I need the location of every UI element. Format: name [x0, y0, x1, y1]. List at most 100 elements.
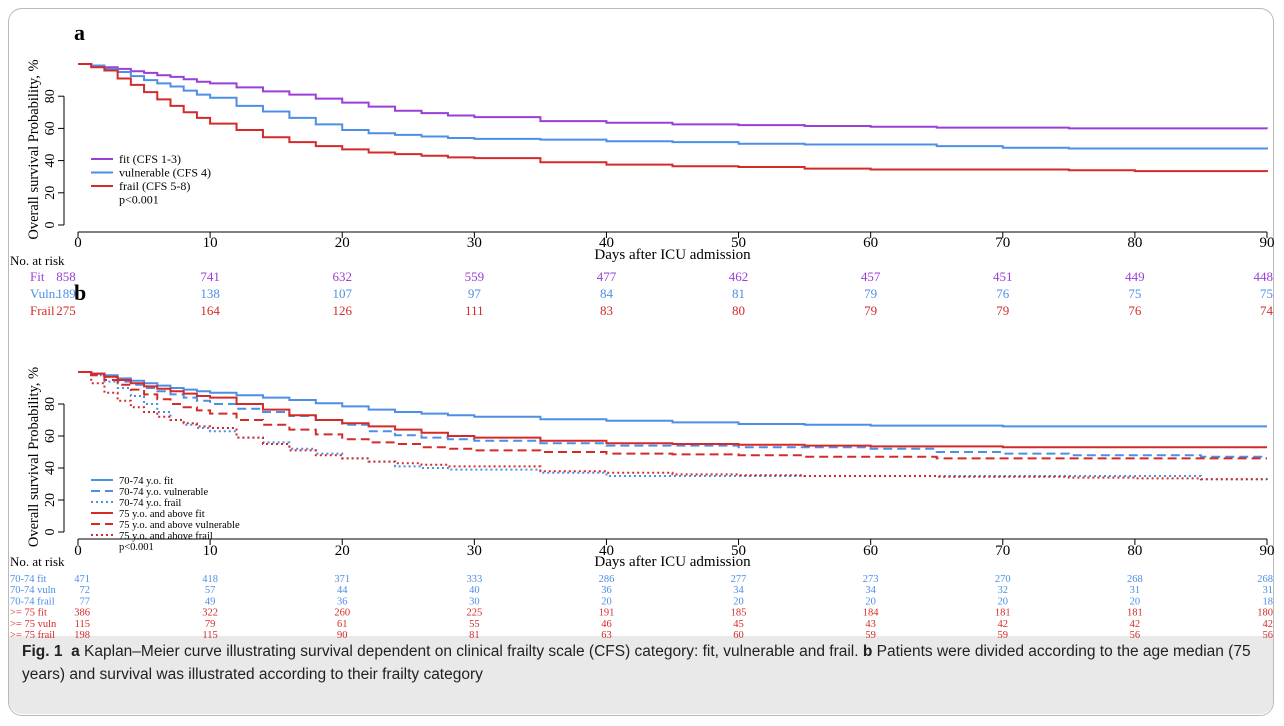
- x-tick-label: 20: [335, 543, 350, 559]
- risk-value: 371: [334, 574, 350, 585]
- y-tick-label: 0: [43, 529, 58, 536]
- risk-value: 181: [1127, 608, 1143, 619]
- risk-value: 79: [864, 303, 877, 318]
- risk-value: 111: [465, 303, 484, 318]
- risk-value: 471: [74, 574, 90, 585]
- risk-value: 81: [732, 286, 745, 301]
- risk-value: 477: [597, 269, 617, 284]
- caption-band: [9, 636, 1273, 714]
- panel-letter-a: a: [74, 20, 85, 45]
- risk-value: 107: [332, 286, 352, 301]
- legend-label: frail (CFS 5-8): [119, 179, 190, 193]
- risk-value: 322: [202, 608, 218, 619]
- x-tick-label: 80: [1127, 235, 1142, 251]
- risk-value: 115: [202, 630, 217, 641]
- risk-value: 46: [601, 619, 612, 630]
- risk-value: 260: [334, 608, 350, 619]
- legend-label: 70-74 y.o. frail: [119, 498, 181, 509]
- x-tick-label: 20: [335, 235, 350, 251]
- risk-value: 180: [1257, 608, 1273, 619]
- x-axis-label: Days after ICU admission: [594, 247, 751, 263]
- x-tick-label: 30: [467, 235, 482, 251]
- risk-value: 18: [1263, 596, 1274, 607]
- y-tick-label: 0: [43, 222, 58, 229]
- risk-value: 43: [865, 619, 876, 630]
- y-tick-label: 20: [43, 493, 58, 507]
- risk-value: 559: [465, 269, 485, 284]
- risk-value: 138: [200, 286, 220, 301]
- risk-value: 42: [998, 619, 1009, 630]
- caption-fig-label: Fig. 1: [22, 643, 63, 660]
- legend-label: 75 y.o. and above vulnerable: [119, 520, 240, 531]
- risk-table-header: No. at risk: [10, 554, 65, 569]
- y-tick-label: 80: [43, 89, 58, 103]
- legend-label: 70-74 y.o. fit: [119, 476, 173, 487]
- risk-value: 56: [1130, 630, 1141, 641]
- x-tick-label: 0: [74, 543, 82, 559]
- risk-value: 75: [1128, 286, 1141, 301]
- risk-value: 56: [1263, 630, 1274, 641]
- y-tick-label: 40: [43, 461, 58, 475]
- km-curve-5: [78, 371, 1267, 460]
- x-tick-label: 10: [203, 235, 218, 251]
- risk-value: 81: [469, 630, 480, 641]
- x-tick-label: 60: [863, 543, 878, 559]
- risk-value: 126: [332, 303, 352, 318]
- risk-value: 198: [74, 630, 90, 641]
- risk-value: 184: [863, 608, 880, 619]
- x-tick-label: 40: [599, 543, 614, 559]
- risk-value: 20: [865, 596, 876, 607]
- risk-value: 36: [601, 585, 612, 596]
- legend-label: vulnerable (CFS 4): [119, 166, 211, 180]
- risk-value: 20: [1130, 596, 1141, 607]
- km-curve-2: [78, 63, 1268, 150]
- risk-value: 31: [1263, 585, 1274, 596]
- risk-value: 40: [469, 585, 480, 596]
- risk-value: 79: [205, 619, 216, 630]
- km-curve-6: [78, 371, 1267, 481]
- risk-value: 32: [998, 585, 1009, 596]
- risk-row-label: 70-74 fit: [10, 574, 47, 585]
- risk-value: 59: [865, 630, 876, 641]
- risk-row-label: Vuln.: [30, 286, 58, 301]
- risk-value: 49: [205, 596, 216, 607]
- risk-row-label: >= 75 frail: [10, 630, 55, 641]
- risk-value: 386: [74, 608, 90, 619]
- risk-row-label: Frail: [30, 303, 55, 318]
- x-tick-label: 10: [203, 543, 218, 559]
- risk-value: 97: [468, 286, 482, 301]
- risk-value: 164: [200, 303, 220, 318]
- legend-label: 75 y.o. and above frail: [119, 531, 213, 542]
- risk-value: 225: [466, 608, 482, 619]
- risk-value: 741: [200, 269, 220, 284]
- risk-value: 30: [469, 596, 480, 607]
- risk-value: 418: [202, 574, 218, 585]
- risk-value: 36: [337, 596, 348, 607]
- risk-value: 181: [995, 608, 1011, 619]
- x-tick-label: 50: [731, 543, 746, 559]
- legend-label: 70-74 y.o. vulnerable: [119, 487, 208, 498]
- x-axis-label: Days after ICU admission: [594, 554, 751, 570]
- panel-letter-b: b: [74, 280, 86, 305]
- y-axis-label: Overall survival Probability, %: [26, 367, 42, 547]
- risk-value: 20: [733, 596, 744, 607]
- risk-value: 34: [865, 585, 876, 596]
- risk-value: 83: [600, 303, 613, 318]
- x-tick-label: 90: [1260, 543, 1275, 559]
- risk-row-label: 70-74 frail: [10, 596, 55, 607]
- risk-value: 79: [864, 286, 877, 301]
- x-tick-label: 40: [599, 235, 614, 251]
- risk-row-label: 70-74 vuln: [10, 585, 57, 596]
- risk-value: 75: [1260, 286, 1273, 301]
- x-tick-label: 70: [995, 235, 1010, 251]
- risk-value: 57: [205, 585, 216, 596]
- figure-frame: [8, 8, 1274, 716]
- risk-value: 275: [56, 303, 76, 318]
- caption-a-label: a: [71, 643, 80, 660]
- y-tick-label: 60: [43, 121, 58, 135]
- risk-value: 84: [600, 286, 614, 301]
- risk-value: 79: [996, 303, 1009, 318]
